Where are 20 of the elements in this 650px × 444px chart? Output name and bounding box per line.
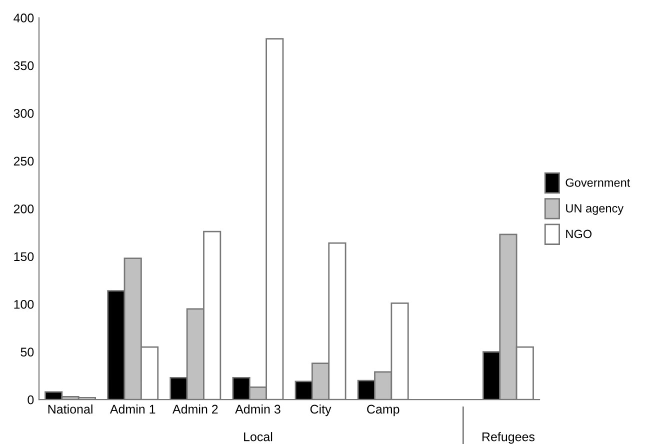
x-tick-label: Admin 3 [235,404,280,414]
legend-label: Government [566,178,630,187]
text: Local [244,432,272,442]
y-tick-label: 350 [14,61,34,70]
x-tick-label: City [310,404,332,416]
y-tick-label: 400 [14,14,34,22]
y-tick-label: 300 [14,109,34,118]
x-tick-label: Admin 1 [110,404,156,414]
y-tick-label: 200 [14,204,34,214]
y-tick-label: 250 [14,156,34,166]
y-tick-label: 150 [14,252,34,262]
y-tick-label: 0 [28,395,34,404]
y-tick-label: 100 [14,300,34,309]
x-tick-label: National [48,404,92,414]
text: Refugees [482,432,535,444]
legend-label: NGO [566,230,592,238]
y-tick-label: 50 [20,348,34,357]
x-tick-label: Camp [367,404,400,416]
legend-label: UN agency [566,204,624,215]
x-tick-label: Admin 2 [172,404,218,414]
